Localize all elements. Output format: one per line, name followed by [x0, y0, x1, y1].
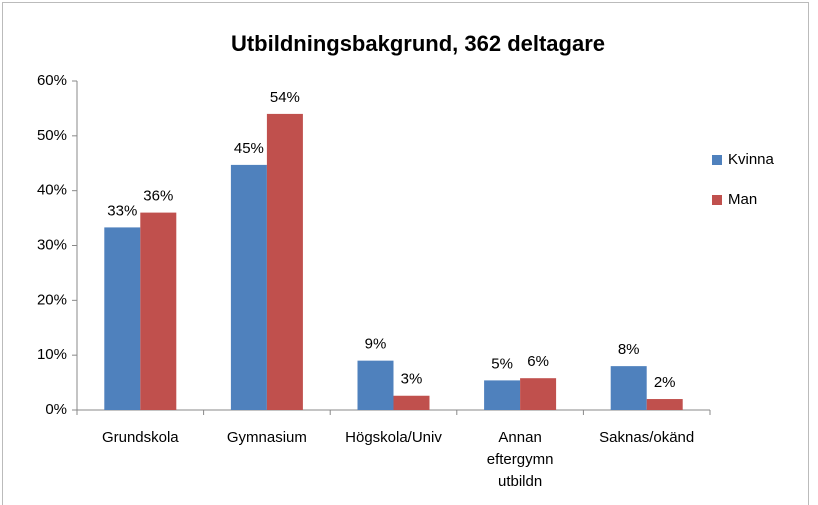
value-label: 8% — [618, 341, 640, 358]
y-tick-label: 60% — [37, 72, 67, 89]
bar — [646, 399, 683, 410]
y-tick-label: 50% — [37, 127, 67, 144]
legend-label: Man — [728, 191, 757, 208]
x-tick-label: Grundskola — [102, 429, 179, 446]
y-tick-label: 40% — [37, 182, 67, 199]
bar — [266, 113, 303, 411]
bar — [610, 366, 647, 410]
x-tick-label: Gymnasium — [227, 429, 307, 446]
x-tick-label-line: Annan — [498, 429, 541, 446]
value-label: 5% — [491, 355, 513, 372]
value-label: 2% — [654, 374, 676, 391]
bar — [230, 164, 267, 410]
x-tick-label-line: eftergymn — [487, 451, 554, 468]
legend-label: Kvinna — [728, 151, 775, 168]
y-tick-label: 0% — [45, 401, 67, 418]
x-tick-label: Högskola/Univ — [345, 429, 442, 446]
x-tick-label-line: utbildn — [498, 473, 542, 490]
bar — [357, 360, 394, 410]
legend-swatch — [712, 155, 722, 165]
value-label: 33% — [107, 202, 137, 219]
x-tick-label: Annan eftergymn utbildn — [487, 429, 554, 490]
bar — [140, 212, 177, 410]
y-tick-label: 10% — [37, 346, 67, 363]
value-label: 54% — [270, 89, 300, 106]
x-tick-label: Saknas/okänd — [599, 429, 694, 446]
bar — [104, 227, 141, 410]
chart-title: Utbildningsbakgrund, 362 deltagare — [231, 31, 605, 56]
y-tick-label: 20% — [37, 291, 67, 308]
value-label: 3% — [401, 371, 423, 388]
value-label: 36% — [143, 188, 173, 205]
bar — [520, 378, 557, 410]
value-label: 9% — [365, 336, 387, 353]
bar — [484, 380, 521, 410]
value-label: 6% — [527, 353, 549, 370]
y-tick-label: 30% — [37, 236, 67, 253]
legend-swatch — [712, 195, 722, 205]
value-label: 45% — [234, 140, 264, 157]
bar — [393, 395, 430, 410]
